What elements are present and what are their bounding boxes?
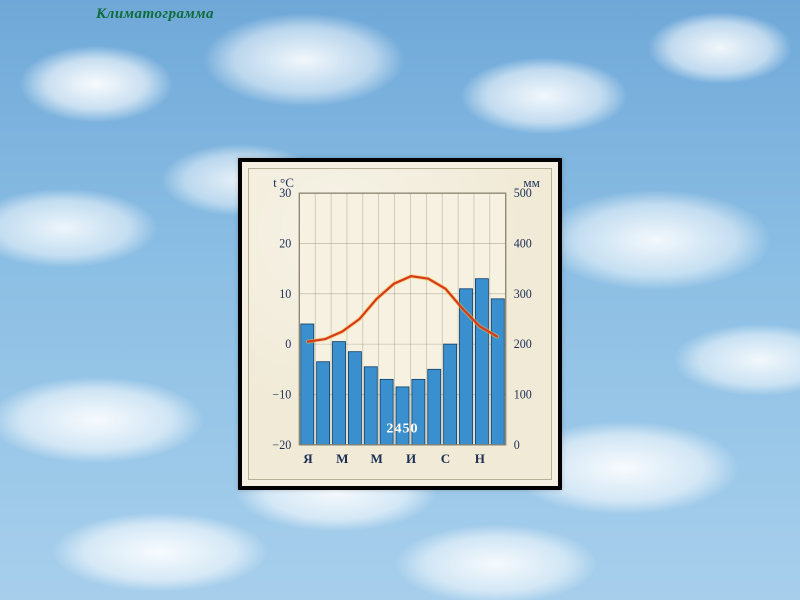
tick-label: 20 <box>279 237 291 251</box>
precip-bar <box>491 299 504 445</box>
climograph-chart: t °Cмм−20−1001020300100200300400500ЯММИС… <box>249 169 551 479</box>
page-title: Климатограмма <box>96 6 214 23</box>
month-label: М <box>371 451 383 466</box>
month-label: М <box>336 451 348 466</box>
precip-bar <box>348 352 361 445</box>
tick-label: 10 <box>279 287 291 301</box>
month-label: С <box>441 451 450 466</box>
precip-bar <box>428 369 441 444</box>
precip-bar <box>333 342 346 445</box>
tick-label: 400 <box>514 237 532 251</box>
precip-total-label: 2450 <box>386 421 418 437</box>
precip-bar <box>317 362 330 445</box>
tick-label: 300 <box>514 287 532 301</box>
tick-label: 0 <box>514 438 520 452</box>
precip-bar <box>444 344 457 445</box>
tick-label: 200 <box>514 337 532 351</box>
chart-card: t °Cмм−20−1001020300100200300400500ЯММИС… <box>238 158 562 490</box>
tick-label: 500 <box>514 186 532 200</box>
tick-label: 0 <box>285 337 291 351</box>
precip-bar <box>475 279 488 445</box>
month-label: Я <box>303 451 313 466</box>
month-label: И <box>406 451 416 466</box>
tick-label: −10 <box>272 387 291 401</box>
precip-bar <box>364 367 377 445</box>
tick-label: 30 <box>279 186 291 200</box>
sky-background: Климатограмма t °Cмм−20−1001020300100200… <box>0 0 800 600</box>
tick-label: 100 <box>514 387 532 401</box>
month-label: Н <box>475 451 485 466</box>
tick-label: −20 <box>272 438 291 452</box>
chart-card-inner: t °Cмм−20−1001020300100200300400500ЯММИС… <box>248 168 552 480</box>
